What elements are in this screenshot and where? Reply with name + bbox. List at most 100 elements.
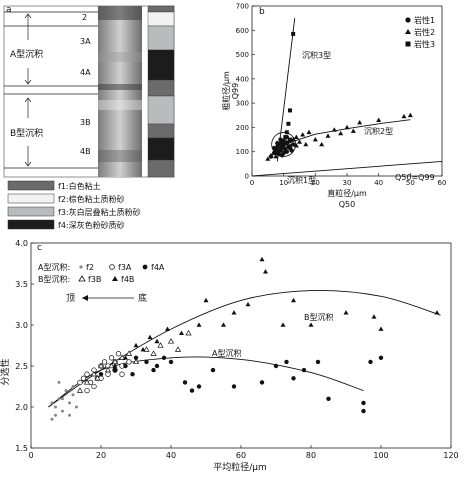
annotation-type2: 沉积2型 <box>364 126 393 136</box>
legend-swatch-f1 <box>7 180 55 191</box>
data-point <box>182 380 188 385</box>
data-point <box>312 136 318 142</box>
data-point <box>189 388 195 393</box>
data-point <box>126 359 132 365</box>
x-tick-label: 0 <box>250 179 254 187</box>
data-point <box>368 359 373 365</box>
legend-item: f4B <box>121 275 134 284</box>
legend-item: 岩性1 <box>414 15 435 25</box>
data-point <box>119 371 125 377</box>
data-point <box>434 310 440 315</box>
data-point <box>123 363 128 369</box>
legend-item-f4: f4:深灰色粉砂质砂 <box>58 220 125 230</box>
data-point <box>271 145 277 151</box>
data-point <box>57 380 61 384</box>
legend-group-a: A型沉积: <box>38 262 70 272</box>
plot-b-points <box>265 31 413 161</box>
data-point <box>275 141 280 146</box>
legend-swatch-f3 <box>7 206 55 217</box>
data-point <box>289 148 294 153</box>
data-point <box>140 347 146 352</box>
data-point <box>284 130 289 135</box>
legend-group-b: B型沉积: <box>38 274 70 284</box>
group-label-a: A型沉积 <box>10 48 43 60</box>
data-point <box>50 401 54 405</box>
data-point <box>196 384 202 389</box>
plot-b-xlabel: 直粒径/μm <box>327 188 367 198</box>
legend-item: f3B <box>88 275 101 284</box>
data-point <box>281 138 286 143</box>
data-point <box>315 359 321 365</box>
fit-curve <box>48 289 441 408</box>
plot-b-ylabel2: Q99 <box>231 83 240 99</box>
data-point <box>284 359 289 365</box>
x-tick-label: 30 <box>343 179 352 187</box>
legend-marker-open-triangle <box>78 275 86 282</box>
direction-bottom-label: 底 <box>138 292 147 304</box>
data-point <box>83 379 91 385</box>
facies-band-f1 <box>147 123 175 139</box>
facies-legend: f1:白色粘土 f2:棕色粘土质粉砂 f3:灰白层叠粘土质粉砂 f4:深灰色粉砂… <box>7 180 141 230</box>
data-point <box>174 346 182 352</box>
data-point <box>154 338 160 344</box>
data-point <box>57 397 61 401</box>
data-point <box>344 124 350 130</box>
data-point <box>231 384 237 389</box>
annotation-q50-q99: Q50=Q99 <box>395 173 435 182</box>
y-tick-label: 2.5 <box>15 362 28 371</box>
x-tick-label: 80 <box>306 451 316 460</box>
data-point <box>280 141 285 146</box>
data-point <box>196 322 202 327</box>
group-label-b: B型沉积 <box>10 127 43 139</box>
data-point <box>325 133 331 138</box>
data-point <box>278 137 283 142</box>
fit-curve <box>48 356 364 408</box>
data-point <box>133 342 139 348</box>
plot-c-xlabel: 平均粒径/μm <box>213 461 267 473</box>
facies-band-f1 <box>147 159 175 178</box>
data-point <box>132 358 140 365</box>
data-point <box>167 338 175 344</box>
layer-label: 3A <box>80 37 91 46</box>
y-tick-label: 4.0 <box>15 239 28 248</box>
annotation-type1: 沉积1型 <box>287 175 316 185</box>
panel-c: c 0 20 40 60 80 100 120 1.5 2.0 2.5 3.0 3.5 4.0 平均粒径… <box>0 239 459 473</box>
data-point <box>331 127 337 132</box>
panel-a: a 2 3A 4A 3B 4B <box>3 5 175 230</box>
annotation-a-type: A型沉积 <box>212 348 241 358</box>
data-point <box>68 413 71 417</box>
data-point <box>300 132 306 137</box>
y-tick-label: 400 <box>236 75 249 83</box>
legend-item: f2 <box>86 263 94 272</box>
data-point <box>115 351 122 357</box>
data-point <box>98 372 104 377</box>
legend-item-f1: f1:白色粘土 <box>58 181 101 191</box>
data-point <box>71 393 75 397</box>
data-point <box>185 329 192 336</box>
x-tick-label: 40 <box>374 179 383 187</box>
data-point <box>231 310 237 315</box>
legend-marker-small-dot <box>79 265 83 269</box>
trend-line <box>251 160 443 177</box>
data-point <box>71 385 75 388</box>
data-point <box>91 383 97 390</box>
legend-item: 岩性2 <box>414 27 435 37</box>
data-point <box>77 379 83 386</box>
y-tick-label: 3.0 <box>15 321 28 330</box>
data-point <box>130 372 135 377</box>
facies-band-f3 <box>147 95 175 125</box>
layer-label: 4B <box>80 147 91 156</box>
data-point <box>297 139 302 144</box>
data-point <box>306 129 312 135</box>
data-point <box>301 367 307 373</box>
x-tick-label: 60 <box>236 451 246 460</box>
data-point <box>290 142 296 147</box>
direction-arrow: 顶 底 <box>66 292 147 304</box>
data-point <box>123 355 128 360</box>
data-point <box>112 363 118 368</box>
x-tick-label: 20 <box>311 179 320 187</box>
facies-column <box>147 5 175 178</box>
data-point <box>326 396 331 401</box>
data-point <box>61 409 64 413</box>
